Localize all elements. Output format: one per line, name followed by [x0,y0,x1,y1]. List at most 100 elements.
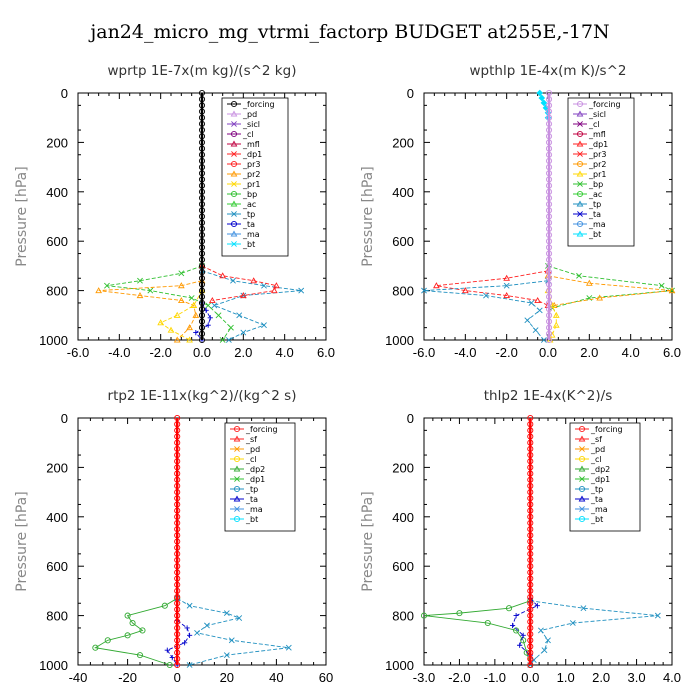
legend-marker [578,425,586,433]
series-pr1 [544,287,560,343]
series-point [527,655,534,662]
series-point [527,532,534,539]
series-point [124,632,131,639]
series-point [137,277,143,284]
series-line [529,600,658,666]
series-point [174,556,181,564]
series-point [545,637,551,644]
legend-marker [576,110,584,117]
series-point [198,244,206,251]
legend-label: _ta [590,495,603,504]
series-point [198,318,206,325]
legend-marker [230,170,238,177]
legend-label: _ta [245,495,258,504]
series-point [174,433,181,440]
x-tick-label: -6.0 [67,345,89,360]
series-bp [545,262,675,311]
y-tick-label: 200 [392,460,414,475]
legend-label: _dp1 [588,140,608,149]
legend-label: _mfl [242,140,260,149]
legend-marker [576,220,584,228]
series-point [198,207,206,214]
series-point [198,275,206,282]
series-point [537,627,544,634]
series-point [169,654,175,661]
series-point [215,312,222,319]
series-point [174,526,181,533]
series-point [174,581,181,588]
series-point [461,287,469,294]
series-point [545,176,553,183]
series-point [198,114,206,121]
series-point [198,151,206,158]
legend-label: _dp1 [242,150,262,159]
series-point [177,282,185,289]
series-point [456,610,463,617]
series-point [527,649,534,656]
series-line [547,265,674,309]
series-point [178,270,185,277]
legend-label: _bt [245,515,258,524]
series-point [129,619,136,627]
series-point [545,275,553,282]
x-tick-label: 60 [319,670,333,685]
legend-label: _ac [588,190,602,199]
series-forcing [198,89,206,344]
series-point [298,287,305,294]
legend-marker [231,151,237,157]
series-point [545,96,553,103]
series-point [174,612,181,619]
series-point [552,321,560,328]
legend-label: _sf [590,435,602,444]
series-point [250,277,258,284]
series-point [545,164,553,171]
chart-panel-4: thlp2 1E-4x(K^2)/s Pressure [hPa] -3.0 -2.0… [360,388,681,685]
legend-marker [230,230,238,237]
x-tick-label: 2.0 [580,345,598,360]
series-point [236,312,243,319]
series-point [198,324,206,331]
series-point [174,575,181,582]
series-tp [199,267,305,343]
series-point [545,231,553,239]
series-point [668,287,676,294]
series-point [545,306,553,313]
series-point [545,145,553,152]
series-point [124,612,131,619]
legend-marker [233,495,241,502]
series-point [505,605,513,612]
legend-marker [233,485,241,493]
legend-marker [576,200,584,207]
series-point [536,307,543,314]
series-point [545,244,553,251]
y-tick-label: 400 [46,510,68,525]
series-point [198,281,206,288]
legend-marker [576,170,584,177]
x-tick-label: 0.0 [193,345,211,360]
series-point [198,102,206,109]
series-point [174,519,181,527]
series-point [174,594,181,601]
series-point [174,563,181,570]
series-point [527,414,534,422]
series-point [174,569,181,576]
series-point [174,427,181,434]
series-point [228,324,234,331]
y-tick-label: 0 [61,86,68,101]
series-point [421,287,427,294]
series-point [527,569,534,576]
legend-label: _pr3 [588,150,606,159]
series-point [174,544,181,551]
series-point [198,139,206,146]
series-line [539,92,549,118]
series-point [545,207,553,214]
y-axis-label: Pressure [hPa] [360,491,376,591]
series-point [198,287,206,294]
series-point [580,605,587,612]
series-point [198,231,206,239]
series-point [184,625,190,631]
series-point [527,433,534,440]
series-point [173,311,181,318]
legend-label: _tp [245,485,258,494]
series-point [194,629,200,636]
